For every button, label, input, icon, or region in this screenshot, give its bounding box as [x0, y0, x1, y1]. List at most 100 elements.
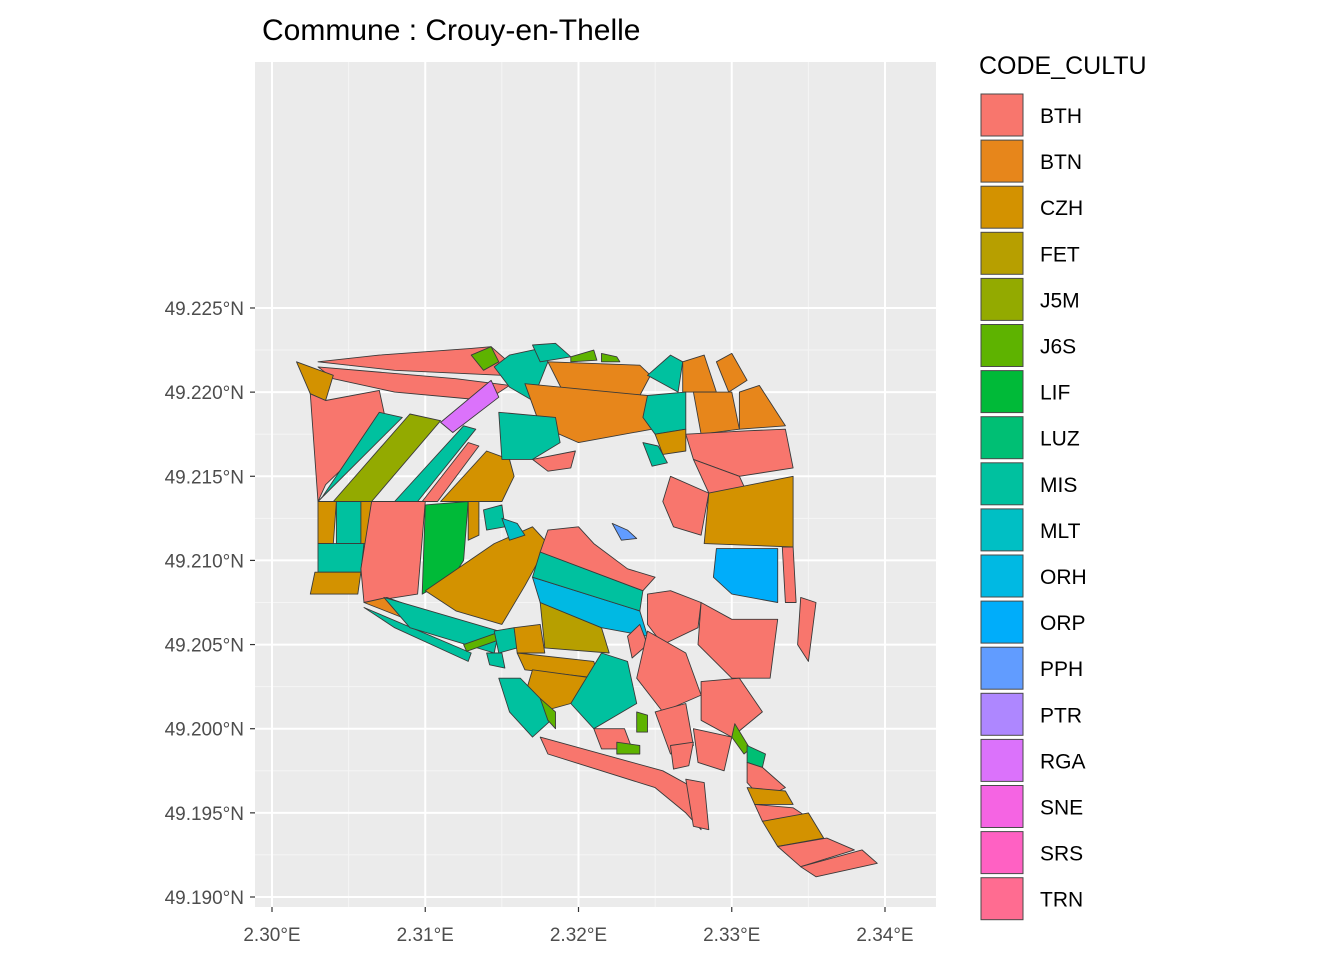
- legend-key-mlt: [980, 508, 1024, 552]
- y-tick-label: 49.190°N: [165, 888, 244, 909]
- legend-key-bth: [980, 93, 1024, 137]
- legend-label: PTR: [1040, 704, 1082, 727]
- parcel-bth: [662, 475, 710, 536]
- legend-label: BTN: [1040, 151, 1082, 174]
- legend-key-orp: [980, 600, 1024, 644]
- parcel-mis: [317, 411, 403, 502]
- parcel-j6s: [470, 346, 500, 371]
- legend-title: CODE_CULTU: [979, 52, 1147, 80]
- parcel-bth: [636, 630, 702, 713]
- parcel-btn: [738, 384, 786, 430]
- parcel-layer: [296, 342, 878, 878]
- legend-key-lif: [980, 370, 1024, 414]
- legend-label: SRS: [1040, 843, 1083, 866]
- parcel-mis: [570, 652, 638, 730]
- legend-label: RGA: [1040, 750, 1086, 773]
- parcel-mis: [486, 652, 506, 669]
- legend-key-ptr: [980, 692, 1024, 736]
- parcel-czh: [317, 501, 337, 545]
- x-tick-label: 2.30°E: [243, 925, 300, 946]
- legend-key-sne: [980, 785, 1024, 828]
- x-tick-label: 2.31°E: [397, 925, 454, 946]
- legend-label: MLT: [1040, 520, 1081, 543]
- legend-key-orh: [980, 554, 1024, 598]
- parcel-j6s: [616, 741, 641, 755]
- y-tick-label: 49.220°N: [165, 383, 244, 404]
- parcel-czh: [467, 501, 480, 541]
- parcel-j6s: [570, 349, 598, 363]
- parcel-bth: [360, 501, 426, 603]
- legend-key-fet: [980, 231, 1024, 275]
- legend-label: FET: [1040, 243, 1080, 266]
- x-tick-label: 2.32°E: [550, 925, 607, 946]
- parcel-j6s: [636, 711, 648, 733]
- y-tick-label: 49.215°N: [165, 467, 244, 488]
- parcel-bth: [539, 526, 656, 592]
- parcel-j6s: [731, 723, 751, 755]
- parcel-bth: [777, 837, 855, 868]
- parcel-btn: [715, 352, 748, 393]
- parcel-bth: [797, 596, 817, 662]
- parcel-bth: [692, 728, 733, 772]
- legend-label: CZH: [1040, 197, 1083, 220]
- legend-key-btn: [980, 139, 1024, 183]
- parcel-czh: [761, 812, 825, 847]
- y-tick-label: 49.200°N: [165, 720, 244, 741]
- legend-label: J6S: [1040, 336, 1076, 359]
- parcel-bth: [700, 677, 763, 738]
- parcel-bth: [532, 450, 576, 472]
- parcel-rga: [440, 379, 500, 433]
- legend-key-rga: [980, 738, 1024, 782]
- legend-label: LIF: [1040, 382, 1070, 405]
- parcel-pph: [611, 522, 638, 541]
- parcel-mis: [363, 607, 472, 662]
- parcel-mis: [498, 411, 561, 460]
- y-tick-label: 49.210°N: [165, 551, 244, 572]
- legend-label: MIS: [1040, 474, 1077, 497]
- parcel-czh: [513, 623, 546, 654]
- parcel-btn: [692, 391, 740, 435]
- y-tick-label: 49.225°N: [165, 299, 244, 320]
- x-tick-label: 2.34°E: [856, 925, 913, 946]
- parcel-orp: [712, 548, 779, 603]
- parcel-mis: [493, 627, 518, 654]
- parcel-mis: [317, 543, 365, 573]
- parcel-mlt: [501, 517, 526, 541]
- legend-key-j5m: [980, 277, 1024, 321]
- parcel-mis: [483, 504, 506, 531]
- parcel-czh: [440, 450, 515, 502]
- y-tick-label: 49.205°N: [165, 636, 244, 657]
- parcel-mis: [642, 442, 668, 467]
- legend: CODE_CULTU BTH BTN CZH FET J5M J6S LIF LUZ MIS ML…: [979, 52, 1147, 921]
- parcel-czh: [746, 787, 794, 805]
- parcel-bth: [781, 546, 797, 603]
- parcel-bth: [654, 703, 694, 755]
- legend-key-pph: [980, 646, 1024, 690]
- parcel-bth: [800, 849, 878, 878]
- legend-key-luz: [980, 416, 1024, 460]
- legend-key-srs: [980, 831, 1024, 875]
- legend-label: LUZ: [1040, 428, 1080, 451]
- map-title: Commune : Crouy-en-Thelle: [262, 14, 640, 47]
- parcel-bth: [685, 778, 710, 831]
- legend-label: ORP: [1040, 612, 1086, 635]
- parcel-bth: [670, 741, 694, 770]
- legend-label: BTH: [1040, 105, 1082, 128]
- parcel-bth: [421, 442, 480, 502]
- legend-label: SNE: [1040, 797, 1083, 820]
- legend-key-j6s: [980, 324, 1024, 367]
- legend-items: BTH BTN CZH FET J5M J6S LIF LUZ MIS MLT ORH ORP PPH P…: [980, 93, 1087, 921]
- legend-key-mis: [980, 462, 1024, 506]
- legend-label: TRN: [1040, 889, 1083, 912]
- legend-label: ORH: [1040, 566, 1087, 589]
- legend-label: J5M: [1040, 289, 1080, 312]
- x-tick-label: 2.33°E: [703, 925, 760, 946]
- legend-key-trn: [980, 877, 1024, 921]
- parcel-bth: [697, 602, 779, 679]
- parcel-bth: [317, 346, 507, 376]
- parcel-czh: [654, 428, 687, 455]
- parcel-j6s: [601, 352, 621, 363]
- x-axis: 2.30°E 2.31°E 2.32°E 2.33°E 2.34°E: [243, 907, 914, 946]
- parcel-czh: [309, 571, 362, 595]
